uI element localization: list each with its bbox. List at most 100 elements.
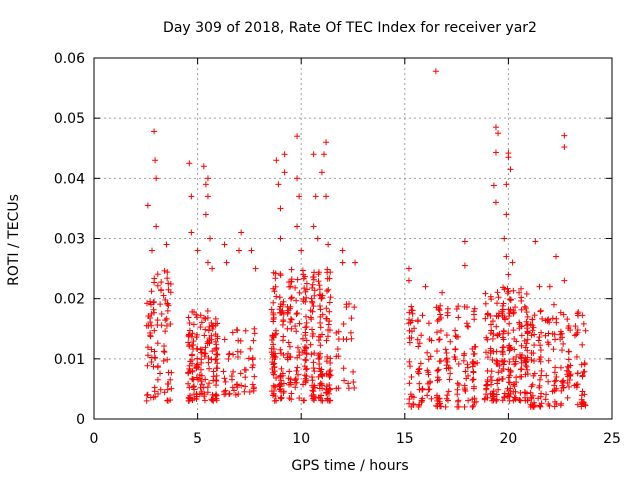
data-point bbox=[187, 392, 194, 399]
data-point bbox=[309, 326, 316, 333]
data-point bbox=[246, 388, 253, 395]
data-point bbox=[193, 314, 200, 321]
x-tick-label: 25 bbox=[603, 431, 621, 447]
data-point bbox=[248, 247, 255, 254]
data-point bbox=[164, 356, 171, 363]
data-point bbox=[242, 374, 249, 381]
data-point bbox=[499, 302, 506, 309]
data-point bbox=[501, 390, 508, 397]
data-point bbox=[157, 386, 164, 393]
data-point bbox=[315, 278, 322, 285]
data-point bbox=[293, 328, 300, 335]
data-point bbox=[325, 286, 332, 293]
data-point bbox=[221, 375, 228, 382]
data-point bbox=[221, 388, 228, 395]
data-point bbox=[408, 373, 415, 380]
data-point bbox=[202, 315, 209, 322]
data-point bbox=[210, 373, 217, 380]
data-point bbox=[524, 336, 531, 343]
data-point bbox=[326, 327, 333, 334]
data-point bbox=[522, 371, 529, 378]
data-point bbox=[552, 336, 559, 343]
data-point bbox=[443, 355, 450, 362]
data-point bbox=[347, 329, 354, 336]
data-point bbox=[455, 314, 462, 321]
data-point bbox=[501, 235, 508, 242]
data-point bbox=[488, 377, 495, 384]
data-point bbox=[325, 390, 332, 397]
data-point bbox=[542, 396, 549, 403]
data-point bbox=[461, 238, 468, 245]
data-point bbox=[546, 283, 553, 290]
data-point bbox=[315, 337, 322, 344]
data-point bbox=[517, 366, 524, 373]
data-point bbox=[294, 310, 301, 317]
data-point bbox=[437, 311, 444, 318]
data-point bbox=[148, 301, 155, 308]
data-point bbox=[309, 281, 316, 288]
data-point bbox=[507, 297, 514, 304]
data-point bbox=[406, 400, 413, 407]
data-point bbox=[535, 337, 542, 344]
data-point bbox=[326, 299, 333, 306]
data-point bbox=[411, 325, 418, 332]
data-point bbox=[484, 354, 491, 361]
data-point bbox=[425, 320, 432, 327]
data-point bbox=[524, 390, 531, 397]
data-point bbox=[489, 335, 496, 342]
y-axis-label: ROTI / TECUs bbox=[6, 194, 22, 286]
data-point bbox=[245, 355, 252, 362]
data-point bbox=[213, 392, 220, 399]
data-point bbox=[474, 359, 481, 366]
data-point bbox=[500, 327, 507, 334]
grid bbox=[94, 58, 612, 419]
data-point bbox=[270, 341, 277, 348]
data-point bbox=[209, 322, 216, 329]
data-point bbox=[428, 337, 435, 344]
data-point bbox=[303, 294, 310, 301]
data-point bbox=[234, 348, 241, 355]
data-point bbox=[277, 346, 284, 353]
data-point bbox=[414, 317, 421, 324]
y-tick-label: 0.05 bbox=[54, 111, 85, 127]
data-point bbox=[494, 289, 501, 296]
data-point bbox=[460, 352, 467, 359]
data-point bbox=[292, 284, 299, 291]
data-point bbox=[425, 371, 432, 378]
data-point bbox=[197, 384, 204, 391]
data-point bbox=[316, 291, 323, 298]
data-point bbox=[443, 332, 450, 339]
data-point bbox=[323, 386, 330, 393]
data-point bbox=[205, 327, 212, 334]
data-point bbox=[559, 382, 566, 389]
data-point bbox=[510, 356, 517, 363]
data-point bbox=[277, 373, 284, 380]
data-point bbox=[296, 320, 303, 327]
data-point bbox=[565, 325, 572, 332]
data-point bbox=[531, 331, 538, 338]
data-point bbox=[151, 298, 158, 305]
data-point bbox=[492, 124, 499, 131]
data-point bbox=[434, 329, 441, 336]
data-point bbox=[288, 390, 295, 397]
data-point bbox=[493, 360, 500, 367]
data-point bbox=[470, 402, 477, 409]
data-point bbox=[499, 308, 506, 315]
data-point bbox=[323, 288, 330, 295]
data-point bbox=[470, 358, 477, 365]
data-point bbox=[287, 381, 294, 388]
data-point bbox=[455, 303, 462, 310]
data-point bbox=[507, 166, 514, 173]
data-point bbox=[288, 316, 295, 323]
data-point bbox=[288, 294, 295, 301]
data-point bbox=[310, 365, 317, 372]
data-point bbox=[273, 293, 280, 300]
data-point bbox=[285, 307, 292, 314]
data-point bbox=[229, 384, 236, 391]
data-point bbox=[235, 337, 242, 344]
data-point bbox=[167, 376, 174, 383]
data-point bbox=[151, 279, 158, 286]
x-tick-label: 15 bbox=[396, 431, 414, 447]
data-point bbox=[204, 259, 211, 266]
data-point bbox=[488, 327, 495, 334]
